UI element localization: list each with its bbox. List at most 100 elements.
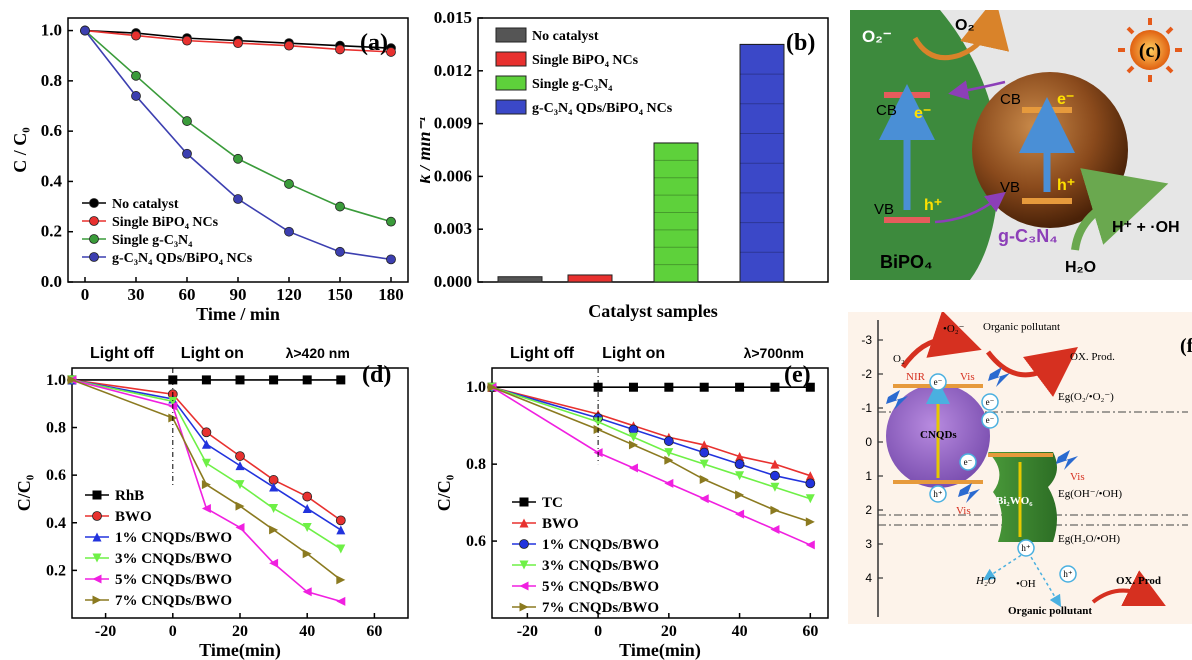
series-line (71, 379, 342, 522)
legend-marker (519, 560, 529, 570)
x-tick-label: 20 (232, 623, 248, 640)
data-point (201, 503, 211, 513)
legend-label: BWO (542, 516, 579, 532)
legend-label: RhB (115, 488, 144, 504)
legend-label: BWO (115, 509, 152, 525)
data-point (302, 587, 312, 597)
data-point (735, 490, 745, 500)
diagram-c: (c) O₂⁻ O₂ CB e⁻ VB h⁺ CB e⁻ VB h⁺ BiPO₄… (850, 10, 1192, 280)
electron-label: e⁻ (934, 377, 943, 387)
organic-pollutant-top: Organic pollutant (983, 321, 1060, 333)
series-line (71, 379, 342, 603)
legend-marker (92, 490, 102, 500)
x-axis-label: Catalyst samples (588, 301, 718, 321)
y-tick-label: 1.0 (466, 379, 486, 396)
series-1 (67, 375, 346, 526)
data-point (284, 226, 294, 237)
data-point (336, 375, 346, 385)
x-tick-label: 40 (299, 623, 315, 640)
data-point (805, 494, 815, 504)
series-3 (80, 25, 396, 265)
legend-marker (89, 252, 99, 262)
legend-label: No catalyst (532, 29, 599, 44)
data-point (302, 503, 312, 513)
legend-label: g-C₃N₄ QDs/BiPO₄ NCs (532, 101, 673, 116)
y-tick-label: 0.012 (434, 61, 472, 80)
data-point (233, 194, 243, 204)
x-tick-label: 40 (732, 623, 748, 640)
light-on-label: Light on (181, 345, 244, 362)
energy-tick-label: 0 (865, 435, 872, 449)
y-tick-label: 0.003 (434, 219, 472, 238)
x-tick-label: 60 (802, 623, 818, 640)
data-point (131, 91, 141, 101)
y-tick-label: 1.0 (41, 21, 62, 40)
data-point (805, 478, 816, 489)
data-point (302, 523, 312, 533)
data-point (735, 509, 745, 519)
data-point (269, 375, 279, 385)
o2-radical-label: •O₂⁻ (943, 323, 965, 335)
data-point (235, 461, 245, 471)
data-point (699, 494, 709, 504)
data-point (770, 459, 780, 469)
series-line (491, 386, 811, 546)
legend-marker (519, 539, 529, 549)
y-tick-label: 0.4 (46, 515, 66, 532)
vb-left-label: VB (874, 201, 894, 218)
ox-prod-top: OX. Prod. (1070, 351, 1115, 363)
h2o-label: H₂O (975, 575, 996, 587)
plot-frame (491, 367, 829, 619)
series-4 (487, 382, 815, 550)
data-point (168, 396, 178, 406)
legend-swatch (495, 75, 527, 91)
energy-tick-label: -3 (861, 333, 872, 347)
x-tick-label: 60 (179, 285, 196, 304)
bar (567, 274, 613, 283)
data-point (664, 382, 674, 392)
chart-e: -20 0 20 40 60 0.6 0.8 1.0 Time(min) C/C₀ TC BWO 1% … (434, 345, 829, 660)
legend-marker (92, 532, 102, 542)
series-3 (67, 375, 346, 554)
cnqds-label: CNQDs (920, 429, 957, 441)
data-point (593, 417, 603, 427)
data-point (386, 47, 396, 57)
energy-tick-label: 3 (865, 537, 872, 551)
x-tick-label: 150 (327, 285, 353, 304)
y-tick-label: 0.6 (46, 467, 66, 484)
series-5 (487, 382, 815, 527)
data-point (487, 382, 497, 392)
data-point (628, 463, 638, 473)
data-point (201, 458, 211, 468)
legend-label: g-C₃N₄ QDs/BiPO₄ NCs (112, 251, 253, 266)
data-point (664, 478, 674, 488)
hole-label: h⁺ (1021, 543, 1031, 553)
organic-pollutant-bottom: Organic pollutant (1008, 605, 1092, 617)
series-line (71, 379, 342, 581)
x-tick-label: 90 (230, 285, 247, 304)
h-oh-label: H⁺ + ·OH (1112, 219, 1180, 236)
eg-oh-label: Eg(OH⁻/•OH) (1058, 488, 1122, 500)
legend-marker (89, 198, 99, 208)
data-point (699, 475, 709, 485)
panel-label-a: (a) (360, 30, 388, 56)
vis-label: Vis (1070, 471, 1085, 483)
electron-left-label: e⁻ (914, 105, 931, 122)
nir-label: NIR (906, 371, 926, 383)
panel-label-b: (b) (786, 30, 815, 56)
data-point (201, 427, 212, 438)
cb-left-label: CB (876, 102, 897, 119)
chart-b: 0.000 0.003 0.006 0.009 0.012 0.015 Catalyst s… (420, 8, 829, 321)
y-axis-label: C/C₀ (434, 475, 454, 511)
legend-label: 5% CNQDs/BWO (542, 579, 659, 595)
legend-marker (89, 216, 99, 226)
y-axis-label: C / C₀ (10, 127, 30, 172)
x-tick-label: 60 (366, 623, 382, 640)
data-point (235, 451, 245, 461)
bwo-particle (988, 452, 1057, 542)
h2o-label: H₂O (1065, 259, 1096, 276)
data-point (699, 459, 709, 469)
legend-label: Single BiPO₄ NCs (532, 53, 639, 68)
hole-left-label: h⁺ (924, 197, 942, 214)
series-line (491, 386, 811, 500)
